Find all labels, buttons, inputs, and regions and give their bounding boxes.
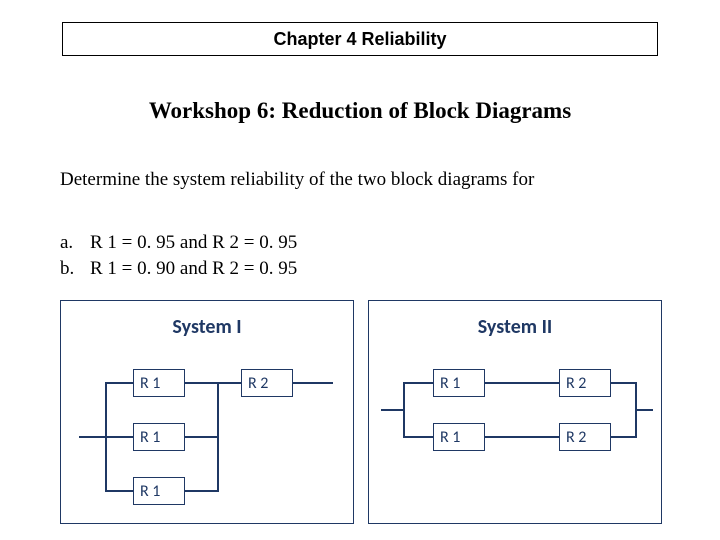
conditions-list: a. R 1 = 0. 95 and R 2 = 0. 95 b. R 1 = … <box>60 230 297 281</box>
wire-horizontal <box>105 490 133 492</box>
system-1-title: System I <box>61 315 353 339</box>
system-2-panel: System II R 1 R 2 R 1 R 2 <box>368 300 662 524</box>
wire-horizontal <box>293 382 333 384</box>
reliability-block: R 1 <box>133 423 185 451</box>
wire-horizontal <box>185 436 219 438</box>
wire-horizontal <box>403 436 433 438</box>
wire-horizontal <box>79 436 107 438</box>
list-text: R 1 = 0. 95 and R 2 = 0. 95 <box>90 230 297 256</box>
diagrams-row: System I R 1 R 2 R 1 R 1 System II R 1 R 2 R … <box>60 300 662 524</box>
reliability-block: R 1 <box>133 477 185 505</box>
wire-horizontal <box>485 382 559 384</box>
wire-vertical <box>635 382 637 438</box>
wire-horizontal <box>485 436 559 438</box>
reliability-block: R 1 <box>133 369 185 397</box>
workshop-title: Workshop 6: Reduction of Block Diagrams <box>0 98 720 124</box>
wire-horizontal <box>105 436 133 438</box>
wire-horizontal <box>185 490 219 492</box>
wire-horizontal <box>105 382 133 384</box>
system-2-title: System II <box>369 315 661 339</box>
list-text: R 1 = 0. 90 and R 2 = 0. 95 <box>90 256 297 282</box>
system-1-panel: System I R 1 R 2 R 1 R 1 <box>60 300 354 524</box>
list-item: b. R 1 = 0. 90 and R 2 = 0. 95 <box>60 256 297 282</box>
wire-vertical <box>105 382 107 492</box>
reliability-block: R 1 <box>433 423 485 451</box>
wire-horizontal <box>611 436 637 438</box>
wire-horizontal <box>217 382 241 384</box>
chapter-title: Chapter 4 Reliability <box>273 29 446 50</box>
reliability-block: R 2 <box>241 369 293 397</box>
reliability-block: R 1 <box>433 369 485 397</box>
prompt-text: Determine the system reliability of the … <box>60 168 640 192</box>
wire-horizontal <box>611 382 637 384</box>
wire-horizontal <box>403 382 433 384</box>
chapter-title-box: Chapter 4 Reliability <box>62 22 658 56</box>
list-marker: a. <box>60 230 90 256</box>
list-marker: b. <box>60 256 90 282</box>
wire-horizontal <box>635 409 653 411</box>
wire-horizontal <box>185 382 219 384</box>
list-item: a. R 1 = 0. 95 and R 2 = 0. 95 <box>60 230 297 256</box>
wire-vertical <box>403 382 405 438</box>
wire-horizontal <box>381 409 405 411</box>
reliability-block: R 2 <box>559 369 611 397</box>
reliability-block: R 2 <box>559 423 611 451</box>
wire-vertical <box>217 382 219 492</box>
